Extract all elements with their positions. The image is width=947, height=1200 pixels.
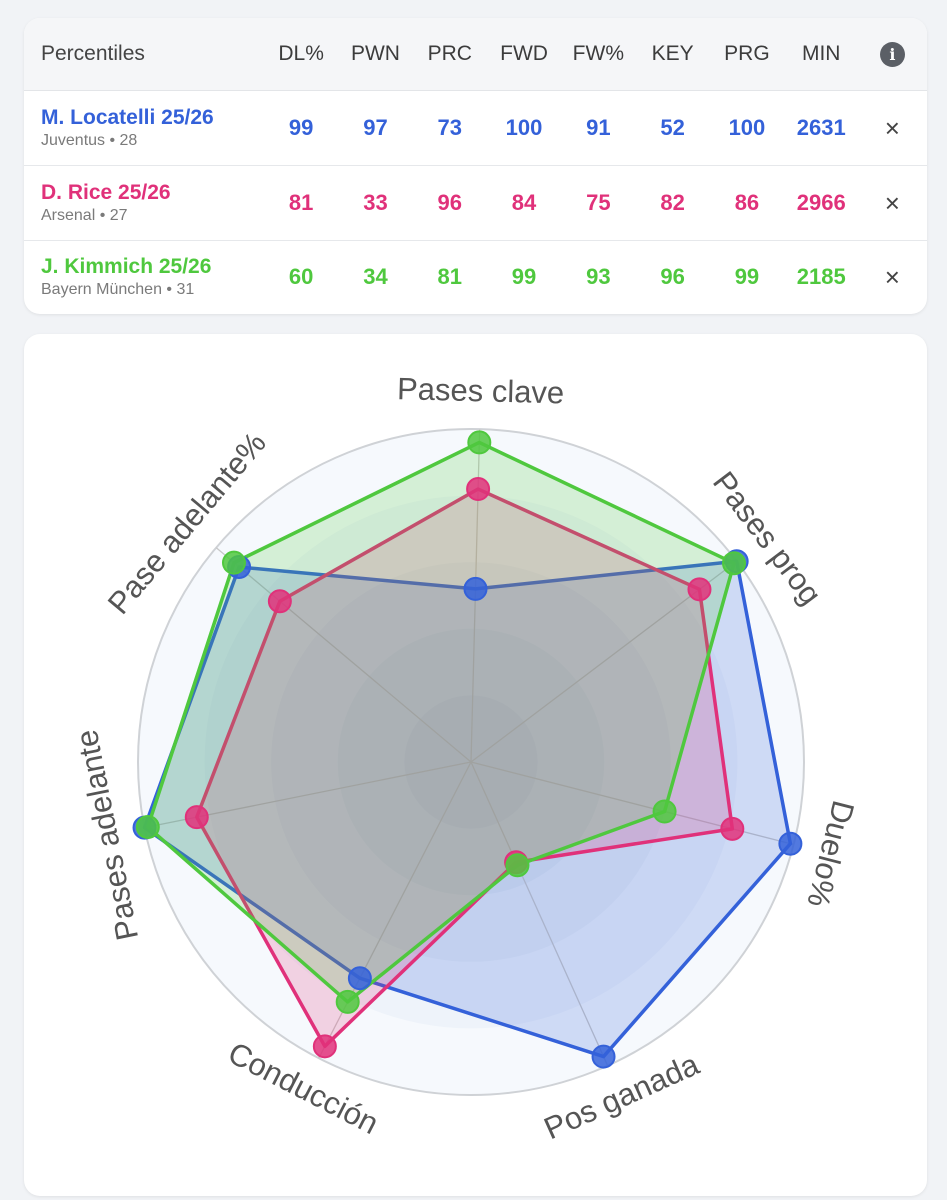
radar-outer-ring xyxy=(137,428,805,1096)
stat-fwd: 84 xyxy=(511,190,537,215)
remove-player-button[interactable]: × xyxy=(884,112,900,143)
stat-fw-pct: 75 xyxy=(586,190,611,215)
axis-label: Duelo% xyxy=(800,797,861,911)
stat-prg: 86 xyxy=(734,190,760,215)
table-header: Percentiles DL% PWN PRC FWD FW% KEY PRG … xyxy=(24,18,927,91)
stat-min: 2631 xyxy=(796,115,846,140)
data-point[interactable] xyxy=(778,831,803,856)
series-area-2 xyxy=(146,440,736,1004)
data-point[interactable] xyxy=(687,577,712,602)
data-point[interactable] xyxy=(347,966,372,991)
column-fw-pct[interactable]: FW% xyxy=(572,42,624,65)
stat-min: 2185 xyxy=(796,264,846,289)
percentiles-table: Percentiles DL% PWN PRC FWD FW% KEY PRG … xyxy=(24,18,927,314)
player-meta: Bayern München • 31 xyxy=(41,280,195,298)
data-point[interactable] xyxy=(463,576,488,601)
column-prc[interactable]: PRC xyxy=(427,42,472,65)
stat-prc: 81 xyxy=(437,264,462,289)
data-point[interactable] xyxy=(505,853,530,878)
data-point[interactable] xyxy=(184,805,209,830)
player-meta: Juventus • 28 xyxy=(41,131,138,149)
stat-pwn: 34 xyxy=(363,264,388,289)
stat-dl: 81 xyxy=(288,190,314,215)
player-name: J. Kimmich 25/26 xyxy=(41,254,212,278)
player-row-locatelli: M. Locatelli 25/26 Juventus • 28 99 97 7… xyxy=(24,91,927,166)
stat-prc: 73 xyxy=(437,115,462,140)
stat-prg: 99 xyxy=(734,264,760,289)
stat-key: 52 xyxy=(660,115,685,140)
remove-player-button[interactable]: × xyxy=(884,187,900,218)
series-area-0 xyxy=(142,559,793,1059)
stat-fw-pct: 93 xyxy=(586,264,611,289)
column-pwn[interactable]: PWN xyxy=(350,42,400,65)
player-name: D. Rice 25/26 xyxy=(41,180,171,204)
data-point[interactable] xyxy=(312,1034,337,1059)
column-fwd[interactable]: FWD xyxy=(500,42,548,65)
series-area-1 xyxy=(195,487,735,1049)
radar-chart-card: Pases clave Pases prog Duelo% Pos ganada Con… xyxy=(24,334,927,1196)
data-point[interactable] xyxy=(720,816,745,841)
player-row-rice: D. Rice 25/26 Arsenal • 27 81 33 96 84 7… xyxy=(24,166,927,241)
stat-fw-pct: 91 xyxy=(586,115,611,140)
header-percentiles-label: Percentiles xyxy=(41,42,145,65)
info-icon[interactable]: i xyxy=(879,41,905,67)
data-point[interactable] xyxy=(591,1044,616,1069)
player-row-kimmich: J. Kimmich 25/26 Bayern München • 31 60 … xyxy=(24,240,927,314)
stat-key: 82 xyxy=(660,190,685,215)
stat-prc: 96 xyxy=(437,190,462,215)
stat-dl: 99 xyxy=(288,115,314,140)
stat-pwn: 33 xyxy=(363,190,388,215)
stat-fwd: 99 xyxy=(511,264,537,289)
axis-label: Pases clave xyxy=(397,371,565,410)
stat-key: 96 xyxy=(660,264,685,289)
radar-axis-line xyxy=(470,761,609,1066)
stat-min: 2966 xyxy=(796,190,846,215)
column-dl[interactable]: DL% xyxy=(278,42,324,65)
data-point[interactable] xyxy=(135,814,160,839)
data-point[interactable] xyxy=(467,430,492,455)
stat-prg: 100 xyxy=(728,115,766,140)
stat-fwd: 100 xyxy=(505,115,543,140)
stat-pwn: 97 xyxy=(363,115,388,140)
radar-axis-line xyxy=(215,547,472,763)
remove-player-button[interactable]: × xyxy=(884,261,900,292)
data-point[interactable] xyxy=(466,477,491,502)
column-key[interactable]: KEY xyxy=(651,42,694,65)
player-name: M. Locatelli 25/26 xyxy=(41,105,214,129)
data-point[interactable] xyxy=(722,551,747,576)
stat-dl: 60 xyxy=(288,264,314,289)
data-point[interactable] xyxy=(221,550,246,575)
column-min[interactable]: MIN xyxy=(801,42,841,65)
axis-label: Pases adelante xyxy=(69,727,145,943)
data-point[interactable] xyxy=(335,989,360,1014)
data-point[interactable] xyxy=(267,589,292,614)
data-point[interactable] xyxy=(652,799,677,824)
player-meta: Arsenal • 27 xyxy=(41,206,128,224)
column-prg[interactable]: PRG xyxy=(724,42,770,65)
